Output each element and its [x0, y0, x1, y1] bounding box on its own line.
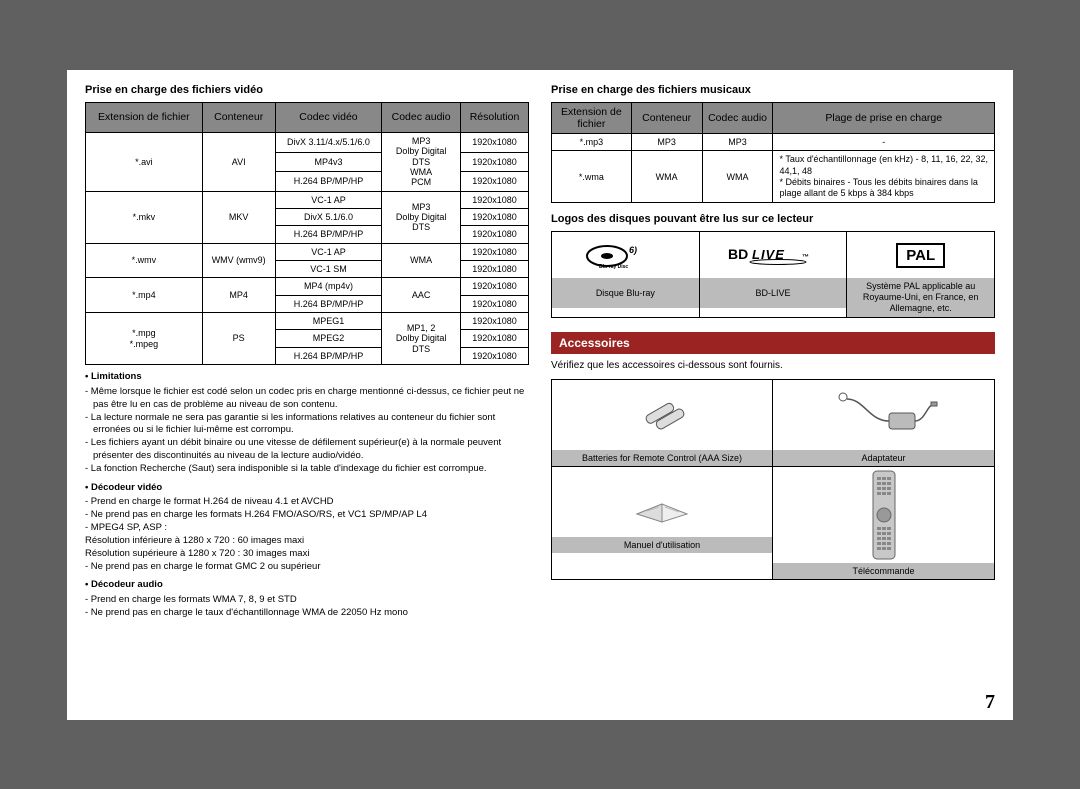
remote-icon — [773, 467, 994, 563]
music-row: *.mp3 MP3 MP3 - — [552, 134, 995, 151]
accessory-caption: Adaptateur — [773, 450, 994, 466]
logos-row: 6) Blu-ray Disc Disque Blu-ray BD LIVE ™… — [551, 231, 995, 317]
bdlive-logo-icon: BD LIVE ™ — [700, 232, 847, 278]
notes-item: - Prend en charge les formats WMA 7, 8, … — [93, 594, 529, 607]
logo-caption: Disque Blu-ray — [552, 278, 699, 308]
table-row: *.wmvWMV (wmv9)VC-1 APWMA1920x1080 — [86, 243, 529, 260]
notes-item: - Ne prend pas en charge le format GMC 2… — [93, 561, 529, 574]
vdec-title: • Décodeur vidéo — [85, 482, 529, 495]
limitations-block: • Limitations - Même lorsque le fichier … — [85, 371, 529, 620]
page-number: 7 — [985, 691, 995, 714]
video-support-table: Extension de fichier Conteneur Codec vid… — [85, 102, 529, 365]
logo-cell-pal: PAL Système PAL applicable au Royaume-Un… — [847, 231, 995, 317]
accessory-batteries: Batteries for Remote Control (AAA Size) — [551, 379, 773, 467]
pal-logo-icon: PAL — [847, 232, 994, 278]
right-column: Prise en charge des fichiers musicaux Ex… — [551, 84, 995, 708]
svg-text:6): 6) — [629, 245, 637, 255]
notes-item: - Ne prend pas en charge les formats H.2… — [93, 509, 529, 522]
table-row: *.aviAVIDivX 3.11/4.x/5.1/6.0MP3 Dolby D… — [86, 133, 529, 153]
manual-icon — [552, 467, 772, 537]
th-m-ext: Extension de fichier — [552, 103, 632, 134]
th-vcodec: Codec vidéo — [275, 103, 382, 133]
th-ext: Extension de fichier — [86, 103, 203, 133]
adapter-icon — [773, 380, 994, 450]
notes-item: - MPEG4 SP, ASP : — [93, 522, 529, 535]
bluray-logo-icon: 6) Blu-ray Disc — [552, 232, 699, 278]
th-m-codec: Codec audio — [702, 103, 773, 134]
logo-caption: Système PAL applicable au Royaume-Uni, e… — [847, 278, 994, 316]
accessories-grid: Batteries for Remote Control (AAA Size) … — [551, 379, 995, 580]
th-acodec: Codec audio — [382, 103, 461, 133]
notes-item: - Ne prend pas en charge le taux d'échan… — [93, 607, 529, 620]
batteries-icon — [552, 380, 772, 450]
table-row: *.mpg *.mpegPSMPEG1MP1, 2 Dolby Digital … — [86, 313, 529, 330]
notes-item: - Même lorsque le fichier est codé selon… — [93, 386, 529, 412]
notes-item: - Prend en charge le format H.264 de niv… — [93, 496, 529, 509]
music-support-table: Extension de fichier Conteneur Codec aud… — [551, 102, 995, 203]
limitations-title: • Limitations — [85, 371, 529, 384]
accessories-intro: Vérifiez que les accessoires ci-dessous … — [551, 360, 995, 371]
th-m-container: Conteneur — [631, 103, 702, 134]
logo-cell-bdlive: BD LIVE ™ BD-LIVE — [700, 231, 848, 317]
accessories-heading: Accessoires — [551, 332, 995, 354]
svg-text:™: ™ — [802, 254, 809, 261]
accessory-adapter: Adaptateur — [773, 379, 995, 467]
adec-title: • Décodeur audio — [85, 579, 529, 592]
th-res: Résolution — [461, 103, 529, 133]
document-page: Prise en charge des fichiers vidéo Exten… — [67, 70, 1013, 720]
notes-item: Résolution supérieure à 1280 x 720 : 30 … — [93, 548, 529, 561]
logo-caption: BD-LIVE — [700, 278, 847, 308]
th-container: Conteneur — [202, 103, 275, 133]
accessory-caption: Batteries for Remote Control (AAA Size) — [552, 450, 772, 466]
video-support-title: Prise en charge des fichiers vidéo — [85, 84, 529, 96]
left-column: Prise en charge des fichiers vidéo Exten… — [85, 84, 529, 708]
svg-text:BD: BD — [728, 246, 748, 262]
accessory-caption: Télécommande — [773, 563, 994, 579]
notes-item: Résolution inférieure à 1280 x 720 : 60 … — [93, 535, 529, 548]
th-m-range: Plage de prise en charge — [773, 103, 995, 134]
table-row: *.mp4MP4MP4 (mp4v)AAC1920x1080 — [86, 278, 529, 295]
table-row: *.mkvMKVVC-1 APMP3 Dolby Digital DTS1920… — [86, 191, 529, 208]
accessory-caption: Manuel d'utilisation — [552, 537, 772, 553]
music-support-title: Prise en charge des fichiers musicaux — [551, 84, 995, 96]
music-row: *.wma WMA WMA * Taux d'échantillonnage (… — [552, 151, 995, 203]
svg-text:Blu-ray Disc: Blu-ray Disc — [599, 264, 628, 270]
logos-title: Logos des disques pouvant être lus sur c… — [551, 213, 995, 225]
accessory-manual: Manuel d'utilisation — [551, 467, 773, 580]
notes-item: - La fonction Recherche (Saut) sera indi… — [93, 463, 529, 476]
logo-cell-bluray: 6) Blu-ray Disc Disque Blu-ray — [551, 231, 700, 317]
notes-item: - La lecture normale ne sera pas garanti… — [93, 412, 529, 438]
notes-item: - Les fichiers ayant un débit binaire ou… — [93, 437, 529, 463]
accessory-remote: Télécommande — [773, 467, 995, 580]
